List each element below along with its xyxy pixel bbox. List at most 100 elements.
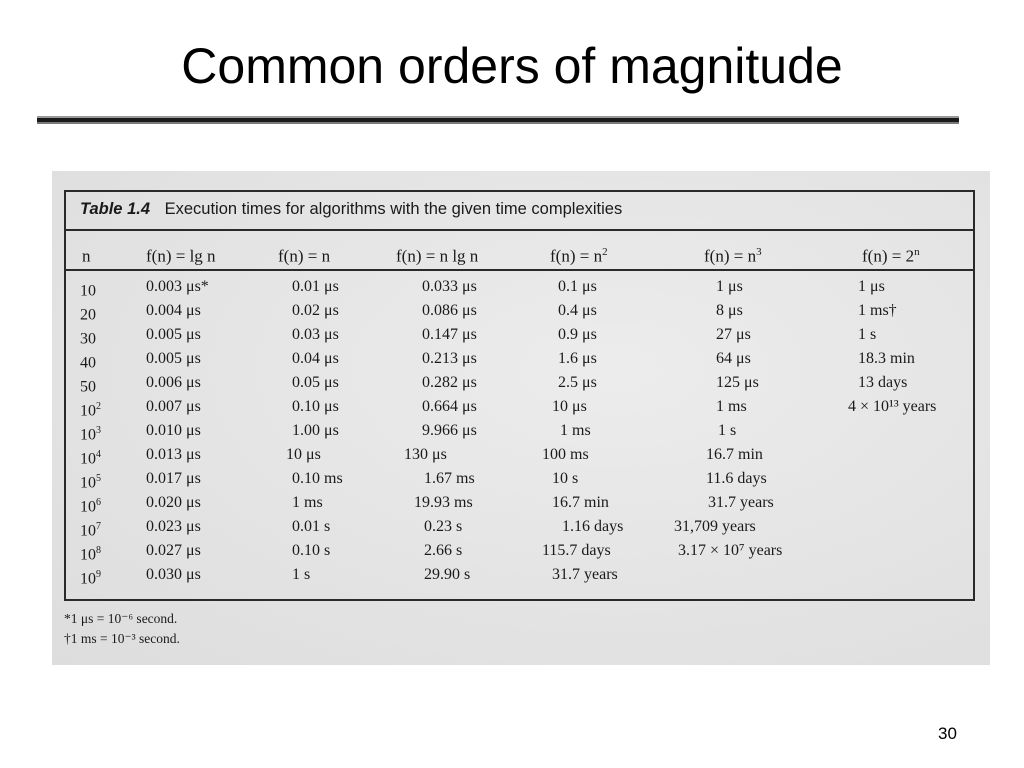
cell-exponential: 4 × 10¹³ years xyxy=(848,398,937,415)
column-header-lgn: f(n) = lg n xyxy=(146,246,216,266)
column-header-linear: f(n) = n xyxy=(278,246,331,266)
column-header-n-cubed: f(n) = n3 xyxy=(704,246,762,266)
cell-lgn: 0.003 μs* xyxy=(146,278,209,295)
cell-n-squared: 10 μs xyxy=(552,398,587,415)
cell-n-cubed: 8 μs xyxy=(716,302,743,319)
table-row: 107 0.023 μs 0.01 s 0.23 s 1.16 days 31,… xyxy=(66,515,973,539)
cell-n: 106 xyxy=(80,497,101,516)
cell-nlgn: 19.93 ms xyxy=(414,494,473,511)
cell-linear: 10 μs xyxy=(286,446,321,463)
cell-n: 40 xyxy=(80,354,96,372)
table-row: 104 0.013 μs 10 μs 130 μs 100 ms 16.7 mi… xyxy=(66,443,973,467)
table-caption-text: Execution times for algorithms with the … xyxy=(164,200,623,218)
cell-exponential: 1 μs xyxy=(858,278,885,295)
cell-lgn: 0.005 μs xyxy=(146,326,201,343)
cell-linear: 1 s xyxy=(292,566,311,583)
cell-linear: 0.01 μs xyxy=(292,278,339,295)
cell-linear: 0.05 μs xyxy=(292,374,339,391)
cell-lgn: 0.004 μs xyxy=(146,302,201,319)
column-header-n: n xyxy=(82,246,91,266)
cell-linear: 1 ms xyxy=(292,494,323,511)
cell-n: 30 xyxy=(80,330,96,348)
cell-linear: 1.00 μs xyxy=(292,422,339,439)
table-caption: Table 1.4 Execution times for algorithms… xyxy=(80,200,622,228)
cell-nlgn: 0.147 μs xyxy=(422,326,477,343)
cell-lgn: 0.030 μs xyxy=(146,566,201,583)
cell-n-cubed: 125 μs xyxy=(716,374,759,391)
cell-n-squared: 1.6 μs xyxy=(558,350,597,367)
cell-n-cubed: 11.6 days xyxy=(706,470,767,487)
cell-n: 105 xyxy=(80,473,101,492)
cell-lgn: 0.023 μs xyxy=(146,518,201,535)
table-header-row: n f(n) = lg n f(n) = n f(n) = n lg n f(n… xyxy=(66,237,973,267)
cell-n: 108 xyxy=(80,545,101,564)
cell-n-squared: 0.1 μs xyxy=(558,278,597,295)
cell-n-cubed: 31.7 years xyxy=(708,494,774,511)
cell-n-cubed: 27 μs xyxy=(716,326,751,343)
column-header-nlgn: f(n) = n lg n xyxy=(396,246,479,266)
scanned-table-image: Table 1.4 Execution times for algorithms… xyxy=(52,171,990,665)
cell-n-squared: 31.7 years xyxy=(552,566,618,583)
cell-lgn: 0.005 μs xyxy=(146,350,201,367)
cell-nlgn: 2.66 s xyxy=(424,542,463,559)
cell-n-cubed: 3.17 × 10⁷ years xyxy=(678,542,783,559)
cell-n-squared: 0.9 μs xyxy=(558,326,597,343)
cell-lgn: 0.006 μs xyxy=(146,374,201,391)
table-row: 10 0.003 μs* 0.01 μs 0.033 μs 0.1 μs 1 μ… xyxy=(66,275,973,299)
cell-exponential: 1 s xyxy=(858,326,877,343)
cell-exponential: 18.3 min xyxy=(858,350,915,367)
cell-lgn: 0.017 μs xyxy=(146,470,201,487)
cell-n-squared: 115.7 days xyxy=(542,542,611,559)
cell-lgn: 0.027 μs xyxy=(146,542,201,559)
cell-n: 10 xyxy=(80,282,96,300)
cell-exponential: 1 ms† xyxy=(858,302,897,319)
cell-n-squared: 10 s xyxy=(552,470,579,487)
table-row: 105 0.017 μs 0.10 ms 1.67 ms 10 s 11.6 d… xyxy=(66,467,973,491)
cell-n-cubed: 1 ms xyxy=(716,398,747,415)
cell-n: 20 xyxy=(80,306,96,324)
cell-linear: 0.10 ms xyxy=(292,470,343,487)
table-row: 103 0.010 μs 1.00 μs 9.966 μs 1 ms 1 s xyxy=(66,419,973,443)
header-top-rule xyxy=(66,229,973,231)
cell-linear: 0.10 μs xyxy=(292,398,339,415)
cell-nlgn: 130 μs xyxy=(404,446,447,463)
cell-n-cubed: 31,709 years xyxy=(674,518,756,535)
header-bottom-rule xyxy=(66,269,973,271)
column-header-n-squared: f(n) = n2 xyxy=(550,246,608,266)
table-row: 106 0.020 μs 1 ms 19.93 ms 16.7 min 31.7… xyxy=(66,491,973,515)
cell-nlgn: 0.213 μs xyxy=(422,350,477,367)
cell-n: 102 xyxy=(80,401,101,420)
cell-nlgn: 0.664 μs xyxy=(422,398,477,415)
footnote-millisecond: †1 ms = 10⁻³ second. xyxy=(64,631,180,646)
cell-n-cubed: 64 μs xyxy=(716,350,751,367)
cell-n-squared: 2.5 μs xyxy=(558,374,597,391)
cell-exponential: 13 days xyxy=(858,374,908,391)
cell-linear: 0.04 μs xyxy=(292,350,339,367)
cell-nlgn: 1.67 ms xyxy=(424,470,475,487)
slide-title: Common orders of magnitude xyxy=(181,38,843,94)
cell-linear: 0.10 s xyxy=(292,542,331,559)
cell-nlgn: 0.282 μs xyxy=(422,374,477,391)
cell-nlgn: 0.23 s xyxy=(424,518,463,535)
title-divider xyxy=(37,116,959,124)
cell-n: 103 xyxy=(80,425,101,444)
cell-n-cubed: 1 s xyxy=(718,422,737,439)
cell-nlgn: 0.086 μs xyxy=(422,302,477,319)
cell-linear: 0.02 μs xyxy=(292,302,339,319)
table-row: 50 0.006 μs 0.05 μs 0.282 μs 2.5 μs 125 … xyxy=(66,371,973,395)
page-number: 30 xyxy=(938,724,957,743)
cell-lgn: 0.013 μs xyxy=(146,446,201,463)
table-row: 40 0.005 μs 0.04 μs 0.213 μs 1.6 μs 64 μ… xyxy=(66,347,973,371)
table-row: 102 0.007 μs 0.10 μs 0.664 μs 10 μs 1 ms… xyxy=(66,395,973,419)
column-header-exponential: f(n) = 2n xyxy=(862,246,920,266)
cell-lgn: 0.010 μs xyxy=(146,422,201,439)
cell-linear: 0.01 s xyxy=(292,518,331,535)
cell-n-squared: 1 ms xyxy=(560,422,591,439)
cell-n-squared: 1.16 days xyxy=(562,518,624,535)
table-frame: Table 1.4 Execution times for algorithms… xyxy=(64,190,975,601)
table-caption-number: Table 1.4 xyxy=(80,200,151,218)
table-row: 30 0.005 μs 0.03 μs 0.147 μs 0.9 μs 27 μ… xyxy=(66,323,973,347)
cell-linear: 0.03 μs xyxy=(292,326,339,343)
cell-lgn: 0.007 μs xyxy=(146,398,201,415)
cell-n: 50 xyxy=(80,378,96,396)
